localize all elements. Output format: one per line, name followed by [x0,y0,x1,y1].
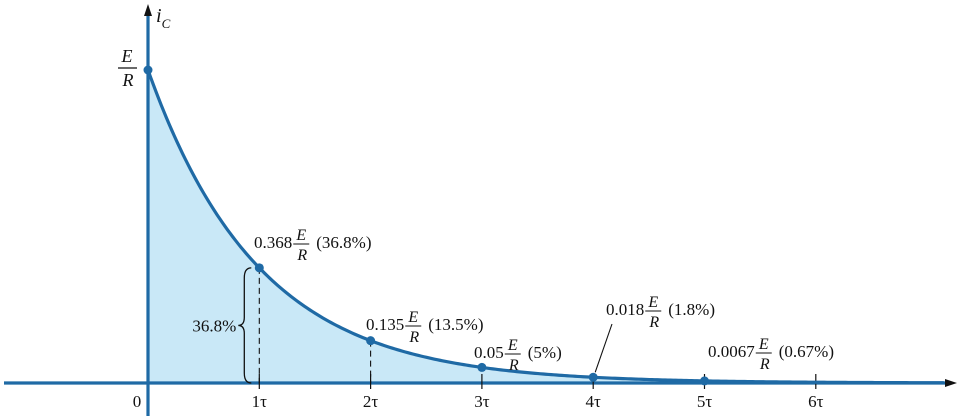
point-annotations: 0.368 ER(36.8%)0.135 ER(13.5%)0.05 ER(5%)0.… [254,227,834,374]
annotation-coefficient: 0.135 [366,315,404,334]
y-axis-label: iC [156,5,171,31]
x-ticks: 1τ 2τ 3τ 4τ 5τ 6τ [252,374,824,411]
annotation-coefficient: 0.05 [474,343,504,362]
brace-label: 36.8% [192,316,236,335]
point-annotation: 0.368 ER (36.8%) [254,227,371,264]
annotation-fraction-numerator: E [758,336,769,353]
annotation-coefficient: 0.018 [606,300,644,319]
annotation-coefficient: 0.0067 [708,342,755,361]
x-tick-label: 6τ [808,392,824,411]
percent-brace [238,267,252,384]
data-point [700,376,709,386]
area-fill [148,70,944,383]
x-tick-label: 3τ [474,392,490,411]
annotation-fraction-numerator: E [295,227,306,244]
origin-label: 0 [133,392,142,411]
guide-lines [258,267,372,383]
annotation-percent: (5%) [528,343,562,362]
y-axis-arrow [144,4,152,16]
annotation-fraction-numerator: E [647,294,658,311]
annotation-coefficient: 0.368 [254,233,292,252]
annotation-percent: (13.5%) [428,315,483,334]
annotation-fraction-numerator: E [407,309,418,326]
data-point [366,336,376,346]
x-tick-label: 5τ [697,392,713,411]
annotation-percent: (36.8%) [316,233,371,252]
annotation-fraction-denominator: R [508,357,519,374]
x-tick-label: 1τ [252,392,268,411]
annotation-fraction-denominator: R [296,247,307,264]
x-tick-label: 2τ [363,392,379,411]
point-annotation: 0.0067 ER (0.67%) [708,336,834,373]
data-point [588,372,598,382]
x-axis-arrow [945,379,957,387]
annotation-fraction-numerator: E [507,337,518,354]
annotation-fraction-denominator: R [408,329,419,346]
x-tick-label: 4τ [586,392,602,411]
point-annotation: 0.018 ER (1.8%) [606,294,715,331]
y-axis-label-sub: C [162,16,171,31]
y-max-label: E R [118,46,137,90]
point-annotation: 0.135 ER (13.5%) [366,309,483,346]
point-annotation: 0.05 ER (5%) [474,337,562,374]
annotation-percent: (0.67%) [779,342,834,361]
y-max-label-numerator: E [121,46,133,66]
data-point [477,362,487,372]
annotation-fraction-denominator: R [759,356,770,373]
data-points [143,65,709,386]
annotation-percent: (1.8%) [668,300,715,319]
data-point [254,263,264,273]
decay-curve [146,69,944,385]
annotation-fraction-denominator: R [648,314,659,331]
data-point [143,65,153,75]
y-max-label-denominator: R [122,70,134,90]
y-axis-label-main: i [156,5,162,27]
annotation-leader [594,323,613,373]
